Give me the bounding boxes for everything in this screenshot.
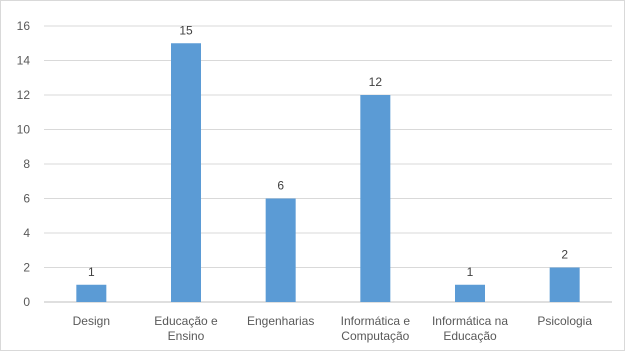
y-tick-label: 0 [23, 295, 30, 309]
category-label-line: Psicologia [537, 314, 592, 328]
y-tick-label: 4 [23, 226, 30, 240]
y-tick-label: 10 [17, 123, 31, 137]
data-label: 1 [88, 265, 95, 279]
category-label-line: Informática na [432, 314, 508, 328]
bar [171, 43, 201, 302]
category-label-line: Educação e [154, 314, 218, 328]
y-tick-label: 16 [17, 19, 31, 33]
category-label-line: Computação [341, 329, 409, 343]
category-label-line: Educação [443, 329, 497, 343]
bar [360, 95, 391, 302]
bar [455, 284, 485, 302]
category-label-line: Informática e [341, 314, 411, 328]
bar [549, 267, 580, 302]
bar [265, 198, 296, 302]
y-tick-label: 12 [17, 88, 31, 102]
y-tick-label: 6 [23, 192, 30, 206]
y-tick-label: 2 [23, 261, 30, 275]
data-label: 15 [179, 23, 193, 37]
data-label: 6 [277, 179, 284, 193]
category-label-line: Engenharias [247, 314, 314, 328]
data-label: 1 [467, 265, 474, 279]
bar [76, 284, 107, 302]
data-label: 2 [561, 248, 568, 262]
category-label: Design [73, 314, 110, 328]
category-label: Engenharias [247, 314, 314, 328]
category-label: Informática na Educação [432, 314, 508, 343]
category-label-line: Design [73, 314, 110, 328]
y-tick-label: 14 [17, 54, 31, 68]
category-label-line: Ensino [168, 329, 205, 343]
category-label: Informática e Computação [341, 314, 411, 343]
y-tick-label: 8 [23, 157, 30, 171]
data-label: 12 [369, 75, 383, 89]
category-label: Educação e Ensino [154, 314, 218, 343]
category-label: Psicologia [537, 314, 592, 328]
